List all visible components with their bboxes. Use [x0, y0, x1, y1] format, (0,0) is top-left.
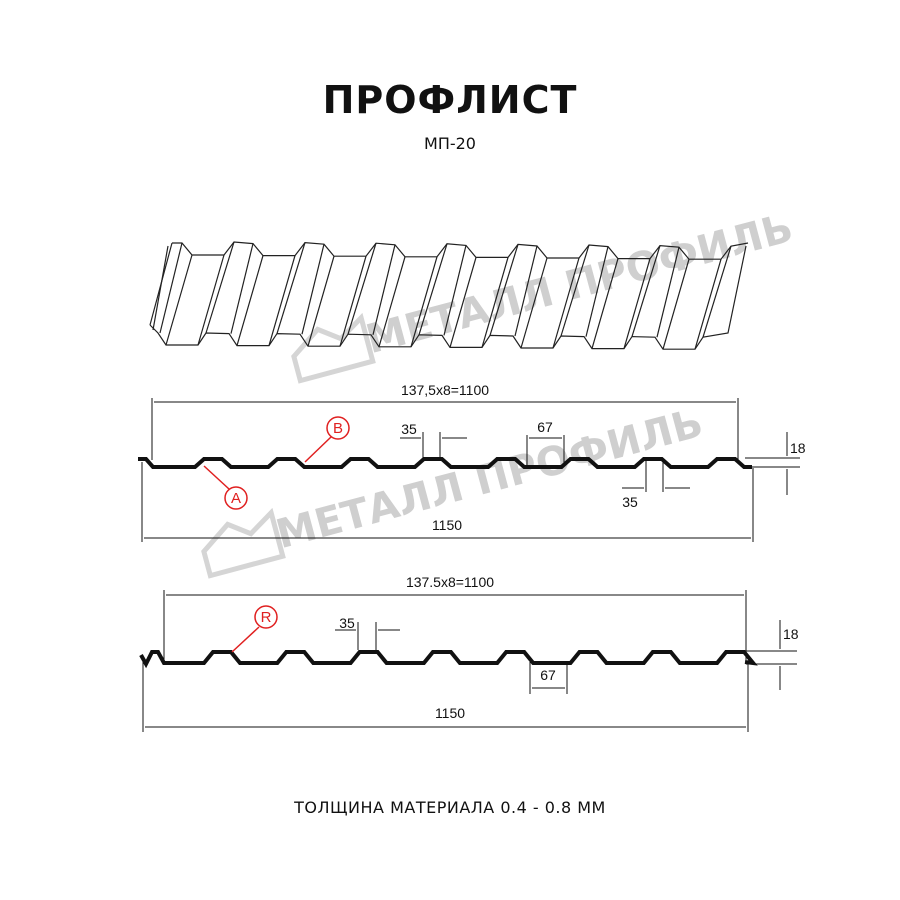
rib-edge-line: [236, 255, 264, 346]
marker-a-label: A: [231, 490, 241, 507]
valley-label: 67: [537, 419, 553, 435]
marker-r-label: R: [261, 609, 272, 626]
sheet-bottom-edge: [149, 245, 747, 350]
marker-r-leader: [231, 626, 260, 653]
watermark-logo-icon: [291, 312, 376, 384]
rib-edge-line: [159, 242, 183, 334]
marker-a-leader: [203, 465, 230, 490]
marker-b-leader: [304, 436, 332, 463]
watermark-text: МЕТАЛЛ ПРОФИЛЬ: [361, 205, 797, 363]
rib-edge-line: [372, 244, 396, 335]
profile-model: МП-20: [424, 134, 476, 153]
rib-edge-line: [656, 247, 680, 338]
material-thickness: ТОЛЩИНА МАТЕРИАЛА 0.4 - 0.8 ММ: [294, 798, 606, 817]
sheet-3d-view: [149, 241, 749, 350]
marker-b-label: B: [333, 420, 343, 437]
rib-edge-line: [307, 256, 335, 347]
rib-edge-line: [702, 246, 732, 338]
rib-edge-line: [694, 259, 722, 350]
height-label: 18: [783, 626, 799, 642]
rib-edge-line: [585, 246, 609, 337]
rib-top-label: 35: [401, 421, 417, 437]
rib-edge-line: [301, 244, 325, 335]
rib-edge-line: [514, 245, 538, 337]
rib-edge-line: [339, 256, 367, 347]
watermark-logo-icon: [201, 507, 286, 579]
rib-edge-line: [418, 243, 448, 335]
rib-top-label: 35: [622, 494, 638, 510]
marker-r-circle: [254, 605, 278, 629]
rib-edge-line: [347, 243, 377, 335]
marker-a-circle: [224, 486, 248, 510]
rib-edge-line: [410, 256, 438, 347]
rib-edge-line: [276, 242, 306, 334]
rib-edge-line: [662, 259, 690, 350]
valley-label: 67: [540, 667, 556, 683]
profile-bottom-drawing: 137.5x8=1100 1150 35 67 18 R: [139, 574, 799, 732]
profile-top-outline: [138, 457, 752, 469]
rib-edge-line: [197, 254, 225, 346]
rib-top-label: 35: [339, 615, 355, 631]
sheet-top-edge: [172, 241, 749, 260]
height-label: 18: [790, 440, 806, 456]
rib-edge-line: [205, 241, 235, 334]
profile-top-drawing: 137,5x8=1100 1150 35 67 35 18 B A: [138, 382, 806, 542]
rib-edge-line: [560, 244, 590, 337]
pitch-label: 137.5x8=1100: [406, 574, 494, 590]
rib-edge-line: [449, 257, 477, 348]
pitch-label: 137,5x8=1100: [401, 382, 489, 398]
rib-edge-line: [489, 244, 519, 336]
rib-edge-line: [378, 256, 406, 347]
width-label: 1150: [435, 705, 465, 721]
rib-edge-line: [268, 255, 296, 346]
sheet-left-edge: [152, 245, 169, 331]
rib-edge-line: [481, 257, 509, 348]
rib-edge-line: [230, 243, 254, 334]
profile-bottom-outline: [139, 650, 758, 669]
rib-edge-line: [591, 258, 619, 349]
rib-edge-line: [631, 245, 661, 337]
watermark-1: МЕТАЛЛ ПРОФИЛЬ: [291, 205, 798, 384]
marker-b-circle: [326, 416, 350, 440]
page-title: ПРОФЛИСТ: [322, 78, 578, 122]
rib-edge-line: [520, 257, 548, 349]
rib-edge-line: [165, 254, 193, 346]
rib-edge-line: [443, 245, 467, 336]
width-label: 1150: [432, 517, 462, 533]
rib-edge-line: [623, 258, 651, 349]
rib-edge-line: [552, 257, 580, 349]
